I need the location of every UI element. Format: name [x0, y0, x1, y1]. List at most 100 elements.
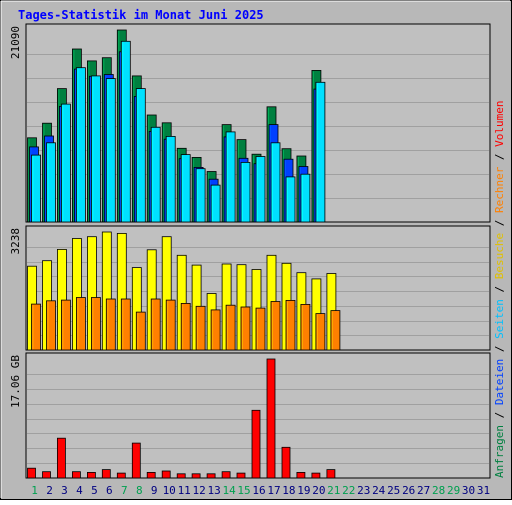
bar-rechner-day-20	[315, 313, 326, 351]
legend-separator: /	[493, 279, 506, 299]
legend-text: Anfragen / Dateien / Seiten / Besuche / …	[493, 100, 506, 478]
x-tick-label-26: 26	[402, 484, 415, 497]
bar-volumen-day-21	[326, 469, 336, 479]
x-tick-label-27: 27	[417, 484, 430, 497]
bar-volumen-day-19	[296, 471, 306, 479]
x-tick-label-30: 30	[462, 484, 475, 497]
panel-requests: 21090	[9, 23, 491, 223]
bar-volumen-day-14	[221, 471, 231, 479]
x-tick-label-1: 1	[31, 484, 38, 497]
bar-rechner-day-21	[330, 310, 341, 351]
bar-seiten-day-17	[270, 142, 281, 223]
bar-seiten-day-1	[31, 154, 41, 223]
bar-seiten-day-19	[300, 173, 311, 223]
x-tick-label-17: 17	[267, 484, 280, 497]
x-tick-label-3: 3	[61, 484, 68, 497]
x-tick-label-15: 15	[237, 484, 250, 497]
x-tick-label-11: 11	[178, 484, 191, 497]
bar-rechner-day-9	[150, 298, 161, 351]
bar-rechner-day-8	[135, 311, 146, 351]
bar-seiten-day-20	[315, 81, 326, 223]
x-tick-label-9: 9	[151, 484, 158, 497]
bar-volumen-day-8	[131, 442, 141, 479]
x-tick-label-10: 10	[163, 484, 176, 497]
bar-volumen-day-4	[72, 471, 81, 479]
bar-volumen-day-12	[191, 473, 201, 479]
bar-seiten-day-5	[91, 75, 101, 223]
legend-separator: /	[493, 405, 506, 425]
bar-rechner-day-10	[165, 299, 176, 351]
panel-volume-max-label: 17.06 GB	[9, 355, 22, 408]
bar-volumen-day-15	[236, 472, 246, 479]
bar-rechner-day-11	[180, 302, 191, 351]
x-tick-label-8: 8	[136, 484, 143, 497]
bar-rechner-day-19	[300, 303, 311, 351]
bar-rechner-day-18	[285, 299, 296, 351]
bar-seiten-day-9	[150, 126, 161, 223]
panel-visits: 3238	[9, 225, 491, 351]
x-tick-label-2: 2	[46, 484, 53, 497]
panel-volume: 17.06 GB	[9, 352, 491, 479]
x-tick-label-29: 29	[447, 484, 460, 497]
bar-rechner-day-12	[195, 305, 206, 351]
bar-volumen-day-10	[161, 470, 171, 479]
bar-volumen-day-2	[42, 471, 51, 479]
x-tick-label-6: 6	[106, 484, 113, 497]
chart-title: Tages-Statistik im Monat Juni 2025	[18, 8, 264, 22]
legend-separator: /	[493, 213, 506, 233]
bar-volumen-day-5	[87, 471, 96, 479]
bar-rechner-day-7	[120, 298, 131, 351]
x-tick-label-24: 24	[372, 484, 386, 497]
x-tick-label-16: 16	[252, 484, 265, 497]
bar-seiten-day-13	[210, 184, 221, 223]
bar-seiten-day-14	[225, 131, 236, 223]
bar-volumen-day-18	[281, 446, 291, 479]
bar-rechner-day-15	[240, 306, 251, 351]
bar-rechner-day-13	[210, 309, 221, 351]
bar-volumen-day-20	[311, 472, 321, 479]
chart-panels: 21090 3238 17.06 GB	[9, 23, 491, 479]
bar-seiten-day-16	[255, 156, 266, 223]
bar-seiten-day-15	[240, 161, 251, 223]
bar-seiten-day-10	[165, 135, 176, 223]
x-tick-label-18: 18	[282, 484, 295, 497]
legend-separator: /	[493, 339, 506, 359]
x-tick-label-19: 19	[297, 484, 310, 497]
bar-rechner-day-3	[61, 299, 71, 351]
x-tick-label-7: 7	[121, 484, 128, 497]
bar-rechner-day-6	[105, 298, 116, 351]
x-tick-label-4: 4	[76, 484, 83, 497]
bar-volumen-day-6	[101, 469, 111, 479]
bar-volumen-day-7	[116, 472, 126, 479]
bar-seiten-day-3	[61, 103, 71, 223]
bar-seiten-day-7	[120, 40, 131, 223]
legend-item-seiten: Seiten	[493, 299, 506, 339]
bar-volumen-day-9	[146, 471, 156, 479]
bar-rechner-day-1	[31, 303, 41, 351]
legend-item-rechner: Rechner	[493, 166, 506, 213]
x-tick-label-22: 22	[342, 484, 355, 497]
legend-item-volumen: Volumen	[493, 100, 506, 146]
panel-requests-max-label: 21090	[9, 26, 22, 59]
x-tick-label-28: 28	[432, 484, 445, 497]
bar-seiten-day-4	[76, 67, 86, 223]
x-tick-label-14: 14	[222, 484, 236, 497]
panel-visits-max-label: 3238	[9, 228, 22, 255]
bar-rechner-day-5	[91, 297, 101, 351]
bar-seiten-day-11	[180, 154, 191, 223]
bar-seiten-day-12	[195, 168, 206, 223]
legend-item-dateien: Dateien	[493, 359, 506, 405]
bar-volumen-day-17	[266, 358, 276, 479]
legend-item-besuche: Besuche	[493, 233, 506, 279]
bar-seiten-day-6	[105, 78, 116, 223]
bar-rechner-day-2	[46, 300, 56, 351]
x-tick-label-25: 25	[387, 484, 400, 497]
bar-seiten-day-8	[135, 88, 146, 223]
x-tick-label-21: 21	[327, 484, 340, 497]
x-tick-label-13: 13	[207, 484, 220, 497]
legend-separator: /	[493, 147, 506, 167]
x-tick-label-23: 23	[357, 484, 370, 497]
bar-volumen-day-11	[176, 473, 186, 479]
